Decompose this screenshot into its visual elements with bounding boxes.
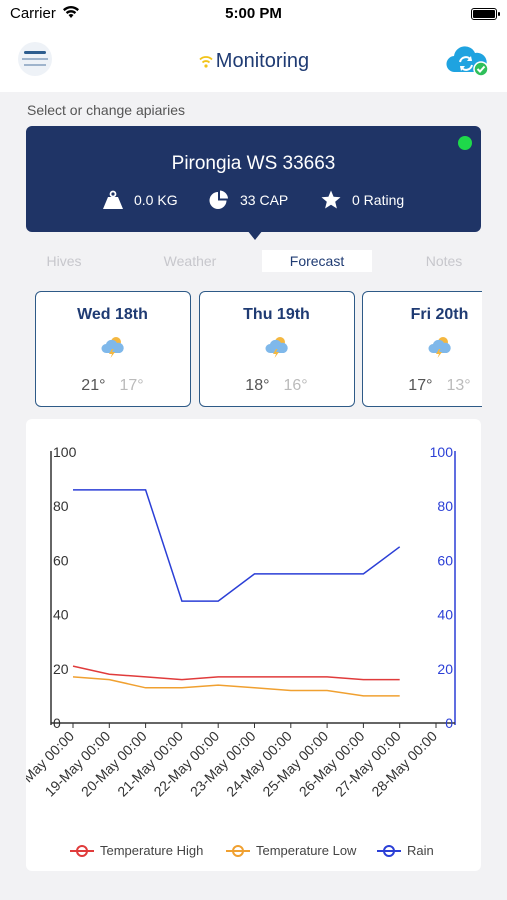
legend-label: Rain xyxy=(407,843,434,858)
y-tick-label-right: 40 xyxy=(437,607,453,623)
forecast-chart-card: 0 20 40 60 80 100 0 20 40 60 80 100 18-May 00:00 19-M… xyxy=(26,419,481,871)
forecast-temps: 18° 16° xyxy=(200,377,353,395)
y-tick-label-right: 60 xyxy=(437,552,453,568)
series-line-rain xyxy=(73,489,401,602)
y-tick-label-left: 0 xyxy=(53,715,61,731)
forecast-temps: 17° 13° xyxy=(363,377,482,395)
legend-item[interactable]: Temperature High xyxy=(70,843,204,858)
page-title: Monitoring xyxy=(0,50,507,73)
wifi-icon xyxy=(63,6,79,18)
tab-notes[interactable]: Notes xyxy=(425,253,463,269)
y-tick-label-right: 0 xyxy=(445,715,453,731)
status-bar: Carrier 5:00 PM xyxy=(0,0,507,30)
forecast-high: 17° xyxy=(408,377,433,394)
apiary-selector[interactable]: Pirongia WS 33663 0.0 KG 33 CAP 0 Rating xyxy=(26,126,481,240)
legend-label: Temperature High xyxy=(100,843,204,858)
legend-label: Temperature Low xyxy=(256,843,357,858)
forecast-card[interactable]: Wed 18th 21° 17° xyxy=(35,291,191,407)
stat-rating-text: 0 Rating xyxy=(352,192,405,208)
forecast-day: Thu 19th xyxy=(243,306,310,323)
apiary-name: Pirongia WS 33663 xyxy=(171,153,336,174)
forecast-high: 18° xyxy=(245,377,270,394)
legend-marker xyxy=(70,845,94,857)
nav-bar: Monitoring xyxy=(0,30,507,92)
thunder-cloud-icon xyxy=(428,337,451,358)
y-tick-label-left: 20 xyxy=(53,661,69,677)
forecast-list[interactable]: Wed 18th 21° 17° Thu 19th 18° 16° Fri 20th… xyxy=(0,291,482,409)
star-icon xyxy=(321,190,341,209)
forecast-day: Fri 20th xyxy=(410,306,469,323)
online-status-dot xyxy=(458,136,472,150)
y-tick-label-right: 80 xyxy=(437,498,453,514)
legend-item[interactable]: Temperature Low xyxy=(226,843,357,858)
forecast-card[interactable]: Fri 20th 17° 13° xyxy=(362,291,482,407)
pie-chart-icon xyxy=(209,190,228,209)
legend-marker xyxy=(377,845,401,857)
chart-legend: Temperature High Temperature Low Rain xyxy=(26,843,481,861)
stat-capacity-text: 33 CAP xyxy=(240,192,289,208)
tab-bar: Hives Weather Forecast Notes xyxy=(0,250,507,274)
tab-hives[interactable]: Hives xyxy=(46,253,82,269)
forecast-low: 17° xyxy=(119,377,144,394)
forecast-card[interactable]: Thu 19th 18° 16° xyxy=(199,291,355,407)
tab-weather[interactable]: Weather xyxy=(163,253,217,269)
forecast-low: 13° xyxy=(446,377,471,394)
app-title-text: Monitoring xyxy=(215,50,310,72)
apiary-card-pointer xyxy=(247,230,263,240)
thunder-cloud-icon xyxy=(265,337,288,358)
tab-forecast[interactable]: Forecast xyxy=(262,250,372,272)
series-line-temperature-high xyxy=(72,665,400,681)
y-tick-label-left: 40 xyxy=(53,607,69,623)
carrier-label: Carrier xyxy=(10,5,56,22)
thunder-cloud-icon xyxy=(101,337,124,358)
y-tick-label-left: 100 xyxy=(53,444,77,460)
y-tick-label-left: 80 xyxy=(53,498,69,514)
cloud-sync-icon[interactable] xyxy=(445,44,489,78)
apiary-select-label: Select or change apiaries xyxy=(27,102,185,118)
legend-marker xyxy=(226,845,250,857)
y-tick-label-right: 100 xyxy=(430,444,454,460)
apiary-logo-icon[interactable] xyxy=(18,42,52,76)
forecast-temps: 21° 17° xyxy=(36,377,189,395)
series-line-temperature-low xyxy=(72,676,400,697)
signal-icon xyxy=(199,56,213,68)
clock: 5:00 PM xyxy=(225,5,282,22)
battery-icon xyxy=(471,8,500,20)
forecast-high: 21° xyxy=(81,377,106,394)
legend-item[interactable]: Rain xyxy=(377,843,434,858)
forecast-low: 16° xyxy=(283,377,308,394)
y-tick-label-left: 60 xyxy=(53,552,69,568)
apiary-stats: 0.0 KG 33 CAP 0 Rating xyxy=(26,188,481,212)
y-tick-label-right: 20 xyxy=(437,661,453,677)
forecast-day: Wed 18th xyxy=(77,306,148,323)
stat-weight-text: 0.0 KG xyxy=(134,192,178,208)
weight-icon xyxy=(103,190,123,209)
